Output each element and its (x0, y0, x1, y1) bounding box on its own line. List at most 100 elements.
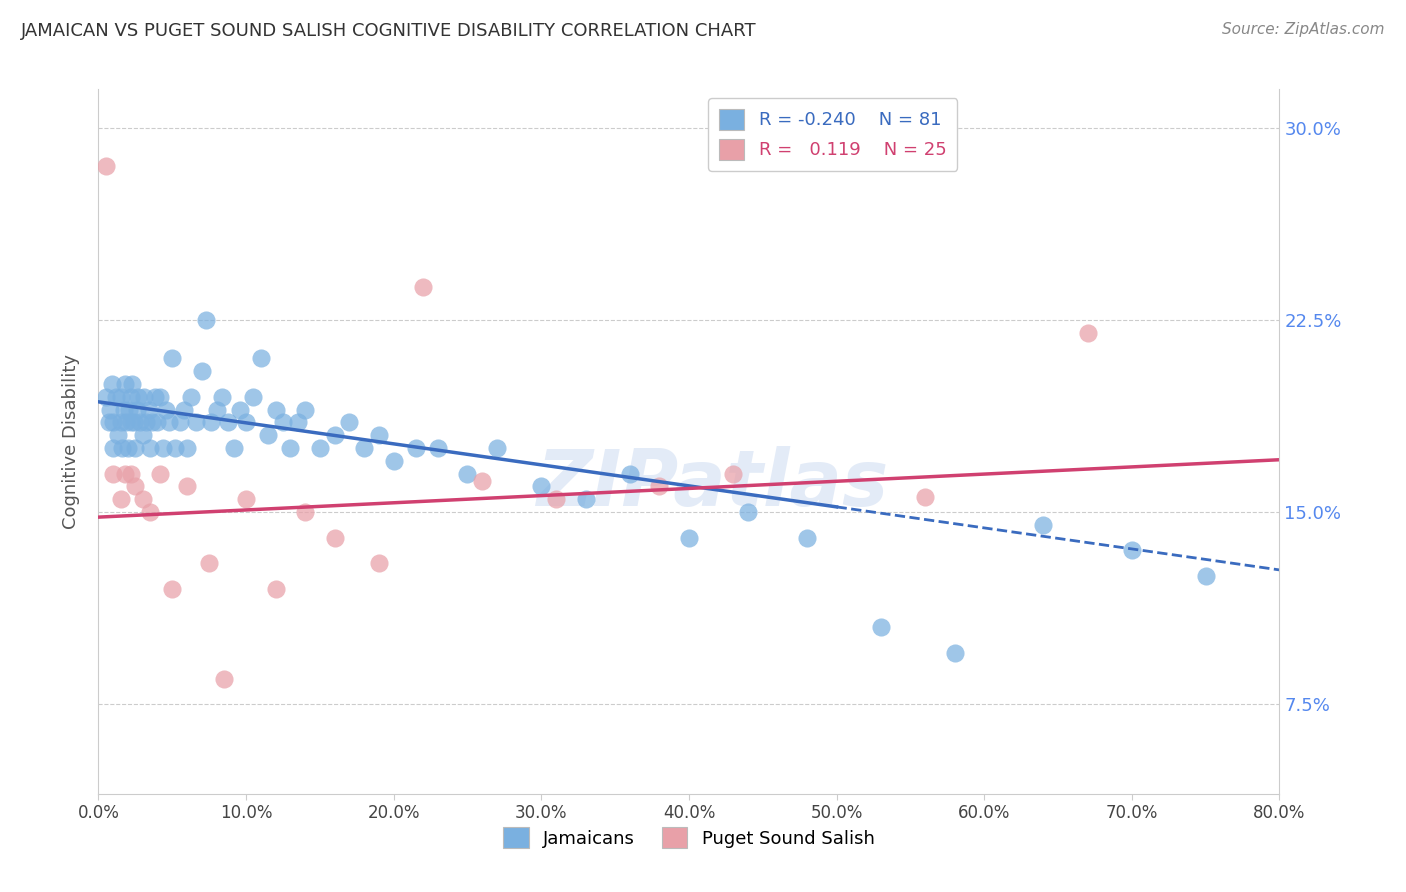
Point (139, 441, 162, 455)
Point (134, 390, 156, 404)
Point (211, 390, 233, 404)
Point (575, 492, 598, 507)
Point (125, 402, 148, 417)
Point (264, 402, 287, 417)
Y-axis label: Cognitive Disability: Cognitive Disability (62, 354, 80, 529)
Point (162, 582, 183, 596)
Point (870, 620, 893, 634)
Point (427, 441, 450, 455)
Point (127, 390, 149, 404)
Point (146, 415, 169, 429)
Point (111, 441, 134, 455)
Point (121, 376, 143, 391)
Point (368, 556, 391, 570)
Point (191, 364, 214, 378)
Point (139, 505, 162, 519)
Point (120, 467, 142, 481)
Point (264, 582, 287, 596)
Point (149, 467, 172, 481)
Point (162, 351, 183, 366)
Point (98, 402, 121, 417)
Point (678, 531, 700, 545)
Point (115, 415, 138, 429)
Point (112, 402, 135, 417)
Point (546, 492, 568, 507)
Point (224, 441, 246, 455)
Point (914, 490, 936, 504)
Point (648, 479, 671, 493)
Point (165, 441, 187, 455)
Point (486, 441, 509, 455)
Point (405, 441, 427, 455)
Point (97, 415, 120, 429)
Point (141, 415, 163, 429)
Point (184, 415, 207, 429)
Point (280, 441, 302, 455)
Point (382, 454, 405, 468)
Point (103, 467, 125, 481)
Point (353, 441, 375, 455)
Point (271, 415, 294, 429)
Point (339, 415, 361, 429)
Point (122, 415, 145, 429)
Point (530, 479, 553, 493)
Point (943, 646, 966, 660)
Point (250, 351, 273, 366)
Text: Source: ZipAtlas.com: Source: ZipAtlas.com (1222, 22, 1385, 37)
Point (135, 415, 157, 429)
Point (110, 415, 132, 429)
Point (152, 441, 174, 455)
Point (107, 428, 129, 442)
Point (143, 390, 166, 404)
Point (149, 390, 172, 404)
Point (120, 415, 142, 429)
Point (124, 441, 146, 455)
Point (132, 492, 155, 507)
Point (173, 402, 195, 417)
Point (368, 428, 391, 442)
Point (1121, 543, 1143, 558)
Point (242, 390, 264, 404)
Point (94, 390, 117, 404)
Point (619, 467, 641, 481)
Point (257, 428, 280, 442)
Point (235, 415, 257, 429)
Point (294, 402, 316, 417)
Point (103, 415, 125, 429)
Point (235, 492, 257, 507)
Point (323, 531, 346, 545)
Point (110, 492, 132, 507)
Point (155, 402, 177, 417)
Point (1195, 569, 1218, 583)
Point (169, 415, 191, 429)
Point (723, 467, 745, 481)
Point (132, 428, 155, 442)
Point (287, 415, 309, 429)
Point (205, 402, 228, 417)
Point (114, 467, 136, 481)
Point (200, 415, 222, 429)
Text: JAMAICAN VS PUGET SOUND SALISH COGNITIVE DISABILITY CORRELATION CHART: JAMAICAN VS PUGET SOUND SALISH COGNITIVE… (21, 22, 756, 40)
Point (128, 415, 150, 429)
Point (1032, 517, 1054, 532)
Point (114, 376, 136, 391)
Point (157, 415, 180, 429)
Point (124, 479, 146, 493)
Point (198, 556, 221, 570)
Point (120, 390, 142, 404)
Point (323, 428, 346, 442)
Point (796, 531, 818, 545)
Point (217, 415, 239, 429)
Point (212, 672, 235, 686)
Point (118, 402, 141, 417)
Point (117, 441, 139, 455)
Point (176, 441, 198, 455)
Point (138, 402, 160, 417)
Point (195, 313, 218, 327)
Point (176, 479, 198, 493)
Point (457, 467, 479, 481)
Point (180, 390, 202, 404)
Point (103, 441, 125, 455)
Point (309, 441, 332, 455)
Legend: Jamaicans, Puget Sound Salish: Jamaicans, Puget Sound Salish (496, 820, 882, 855)
